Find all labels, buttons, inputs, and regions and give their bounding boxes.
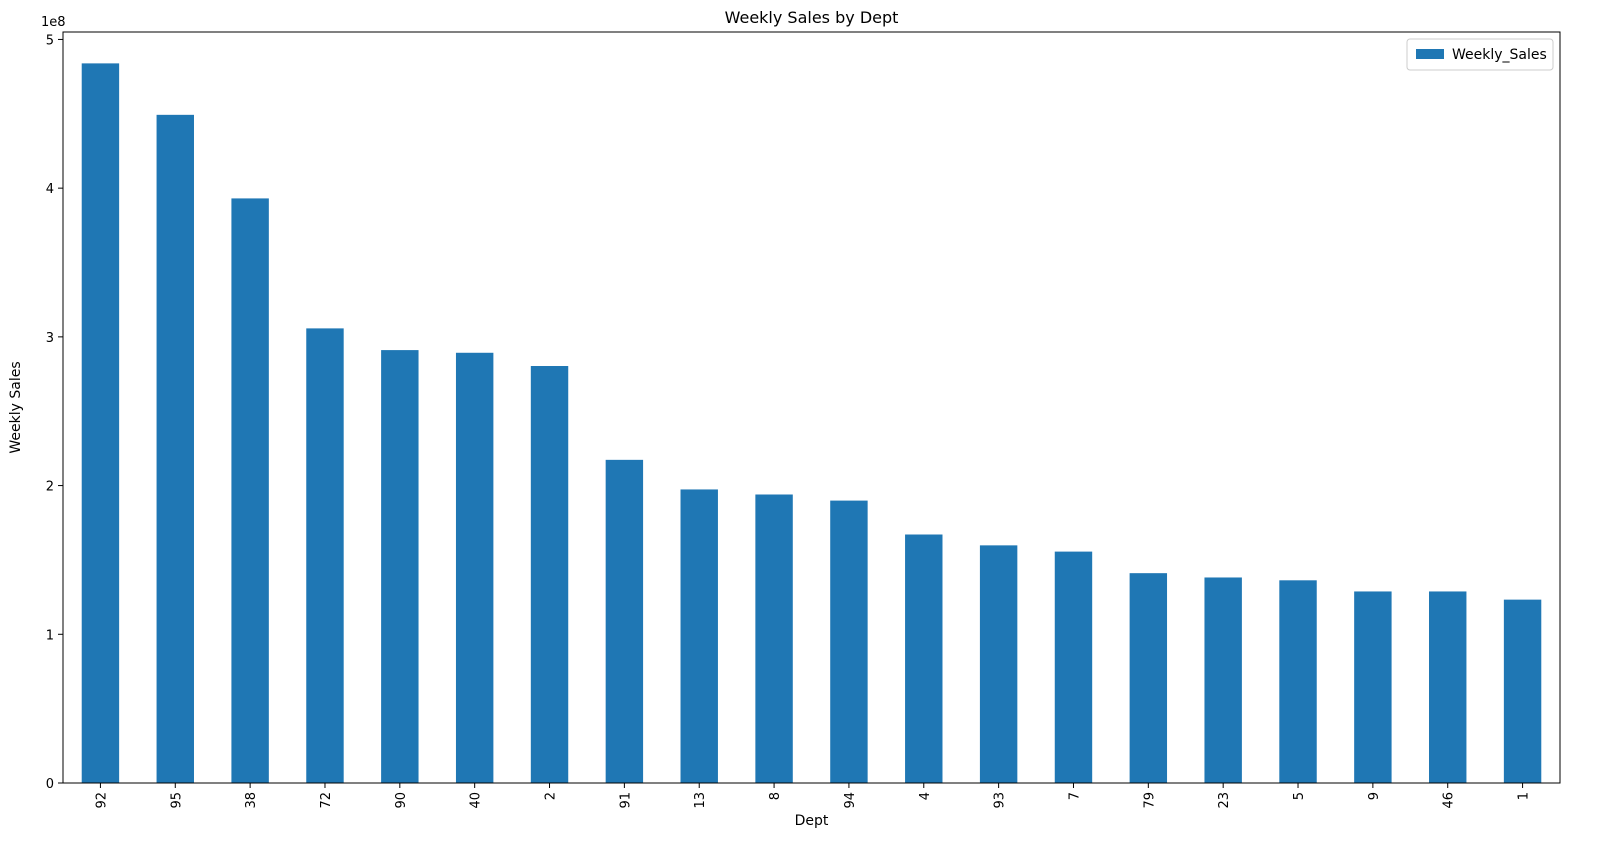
x-tick-label: 91 [618, 792, 633, 809]
x-tick-label: 46 [1442, 792, 1457, 809]
y-tick-label: 3 [46, 331, 54, 346]
x-ticks: 92 95 38 72 90 40 2 91 13 8 94 4 93 7 79 23 5 9 46 1 [94, 783, 1532, 809]
x-axis-label: Dept [795, 813, 829, 829]
x-tick-label: 13 [693, 792, 708, 809]
y-ticks: 0 1 2 3 4 5 [46, 33, 63, 792]
bar-dept-5 [1279, 580, 1317, 783]
legend-swatch [1416, 49, 1444, 59]
x-tick-label: 23 [1217, 792, 1232, 809]
x-tick-label: 9 [1367, 792, 1382, 800]
y-tick-label: 2 [46, 480, 54, 495]
bar-dept-90 [381, 350, 419, 783]
bar-dept-13 [680, 489, 718, 783]
x-tick-label: 8 [768, 792, 783, 800]
x-tick-label: 5 [1292, 792, 1307, 800]
y-axis-multiplier: 1e8 [41, 15, 66, 30]
x-tick-label: 40 [469, 792, 484, 809]
y-tick-label: 5 [46, 33, 54, 48]
bar-dept-40 [455, 352, 494, 783]
y-axis-label: Weekly Sales [8, 361, 24, 453]
x-tick-label: 93 [993, 792, 1008, 809]
x-tick-label: 95 [169, 792, 184, 809]
bar-dept-95 [156, 114, 194, 783]
y-tick-label: 0 [46, 777, 54, 792]
bar-dept-1 [1503, 599, 1542, 783]
bars-layer [81, 63, 1542, 784]
legend: Weekly_Sales [1406, 38, 1554, 71]
bar-dept-46 [1429, 591, 1467, 783]
bar-dept-2 [530, 366, 569, 783]
x-tick-label: 72 [319, 792, 334, 809]
bar-dept-79 [1129, 573, 1168, 783]
legend-box [1406, 38, 1554, 71]
x-tick-label: 92 [94, 792, 109, 809]
bar-dept-4 [905, 534, 943, 783]
chart-title: Weekly Sales by Dept [725, 8, 899, 27]
y-tick-label: 1 [46, 628, 54, 643]
y-tick-label: 4 [46, 182, 54, 197]
x-tick-label: 7 [1067, 792, 1082, 800]
bar-dept-8 [755, 494, 793, 783]
x-tick-label: 1 [1517, 792, 1532, 800]
x-tick-label: 90 [394, 792, 409, 809]
bar-dept-9 [1354, 591, 1392, 783]
x-tick-label: 2 [544, 792, 559, 800]
bar-dept-93 [979, 545, 1018, 783]
bar-dept-72 [306, 328, 344, 783]
bar-dept-94 [830, 500, 868, 783]
x-tick-label: 38 [244, 792, 259, 809]
x-tick-label: 4 [918, 792, 933, 800]
bar-dept-7 [1054, 551, 1093, 783]
bar-dept-23 [1204, 577, 1242, 783]
x-tick-label: 79 [1142, 792, 1157, 809]
x-tick-label: 94 [843, 792, 858, 809]
bar-dept-92 [81, 63, 120, 783]
bar-dept-91 [605, 459, 644, 783]
bar-dept-38 [231, 198, 269, 784]
legend-label: Weekly_Sales [1452, 47, 1547, 63]
plot-frame [62, 31, 1561, 784]
